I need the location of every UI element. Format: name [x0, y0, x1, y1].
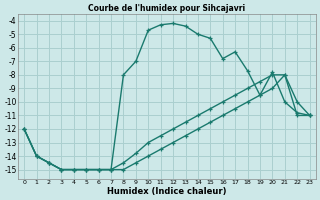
X-axis label: Humidex (Indice chaleur): Humidex (Indice chaleur)	[107, 187, 227, 196]
Title: Courbe de l'humidex pour Sihcajavri: Courbe de l'humidex pour Sihcajavri	[88, 4, 245, 13]
